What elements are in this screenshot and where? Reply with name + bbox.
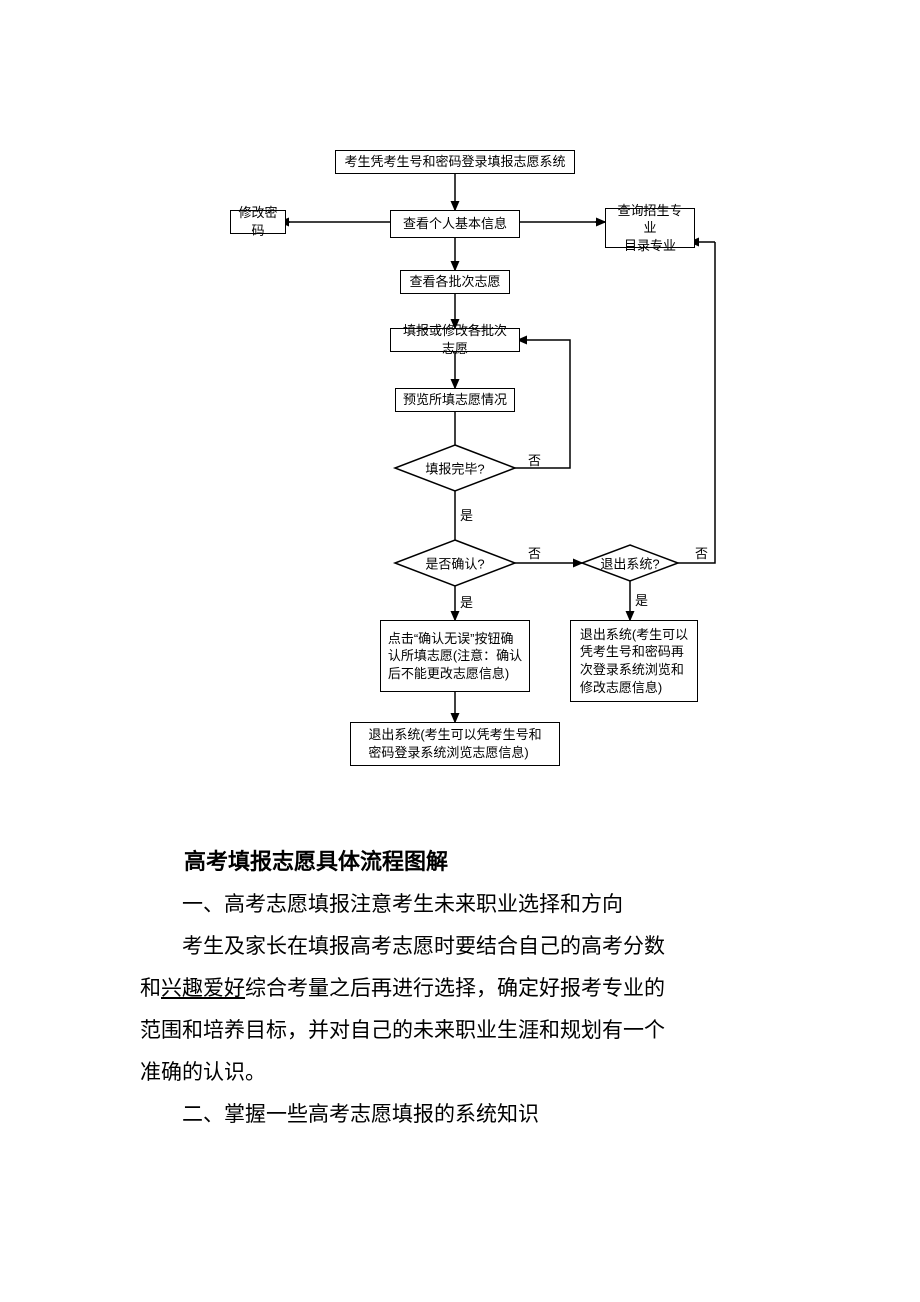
node-label: 查询招生专业 目录专业 [612, 202, 688, 255]
node-label: 预览所填志愿情况 [403, 391, 507, 409]
section-heading-1: 一、高考志愿填报注意考生未来职业选择和方向 [140, 884, 780, 926]
underlined-text: 兴趣爱好 [161, 977, 245, 1000]
edge-label-yes: 是 [460, 505, 473, 524]
node-confirm-box: 点击“确认无误”按钮确 认所填志愿(注意：确认 后不能更改志愿信息) [380, 620, 530, 692]
node-exit-question: 退出系统? [582, 545, 678, 581]
node-fill-batch: 填报或修改各批次志愿 [390, 328, 520, 352]
node-label: 退出系统(考生可以 凭考生号和密码再 次登录系统浏览和 修改志愿信息) [580, 626, 688, 696]
edge-label-no: 否 [695, 543, 708, 562]
node-label: 填报完毕? [395, 459, 515, 478]
paragraph-line: 考生及家长在填报高考志愿时要结合自己的高考分数 [140, 926, 780, 968]
node-preview: 预览所填志愿情况 [395, 388, 515, 412]
edge-label-yes: 是 [635, 590, 648, 609]
edge-label-no: 否 [528, 543, 541, 562]
edge-label-yes: 是 [460, 592, 473, 611]
node-confirm-question: 是否确认? [395, 540, 515, 586]
node-query-major: 查询招生专业 目录专业 [605, 208, 695, 248]
node-label: 是否确认? [395, 554, 515, 573]
node-label: 点击“确认无误”按钮确 认所填志愿(注意：确认 后不能更改志愿信息) [388, 630, 522, 683]
paragraph-line: 准确的认识。 [140, 1052, 780, 1094]
node-label: 修改密码 [237, 204, 279, 239]
node-modify-password: 修改密码 [230, 210, 286, 234]
section-heading-2: 二、掌握一些高考志愿填报的系统知识 [140, 1094, 780, 1136]
node-label: 退出系统? [582, 554, 678, 573]
flowchart: 考生凭考生号和密码登录填报志愿系统 修改密码 查看个人基本信息 查询招生专业 目… [230, 150, 730, 790]
edge-label-no: 否 [528, 450, 541, 469]
text-span: 综合考量之后再进行选择，确定好报考专业的 [245, 977, 665, 1000]
article-title: 高考填报志愿具体流程图解 [140, 840, 780, 884]
article: 高考填报志愿具体流程图解 一、高考志愿填报注意考生未来职业选择和方向 考生及家长… [140, 840, 780, 1136]
node-view-batch: 查看各批次志愿 [400, 270, 510, 294]
paragraph-line: 和兴趣爱好综合考量之后再进行选择，确定好报考专业的 [140, 968, 780, 1010]
node-label: 填报或修改各批次志愿 [397, 322, 513, 357]
node-done-question: 填报完毕? [395, 445, 515, 491]
node-login: 考生凭考生号和密码登录填报志愿系统 [335, 150, 575, 174]
node-exit-final: 退出系统(考生可以凭考生号和 密码登录系统浏览志愿信息) [350, 722, 560, 766]
node-view-info: 查看个人基本信息 [390, 210, 520, 238]
node-label: 查看各批次志愿 [409, 273, 500, 291]
node-exit-box: 退出系统(考生可以 凭考生号和密码再 次登录系统浏览和 修改志愿信息) [570, 620, 698, 702]
node-label: 考生凭考生号和密码登录填报志愿系统 [344, 153, 565, 171]
page: 考生凭考生号和密码登录填报志愿系统 修改密码 查看个人基本信息 查询招生专业 目… [0, 0, 920, 1302]
node-label: 查看个人基本信息 [403, 215, 507, 233]
node-label: 退出系统(考生可以凭考生号和 密码登录系统浏览志愿信息) [368, 726, 541, 761]
text-span: 和 [140, 977, 161, 1000]
paragraph-line: 范围和培养目标，并对自己的未来职业生涯和规划有一个 [140, 1010, 780, 1052]
